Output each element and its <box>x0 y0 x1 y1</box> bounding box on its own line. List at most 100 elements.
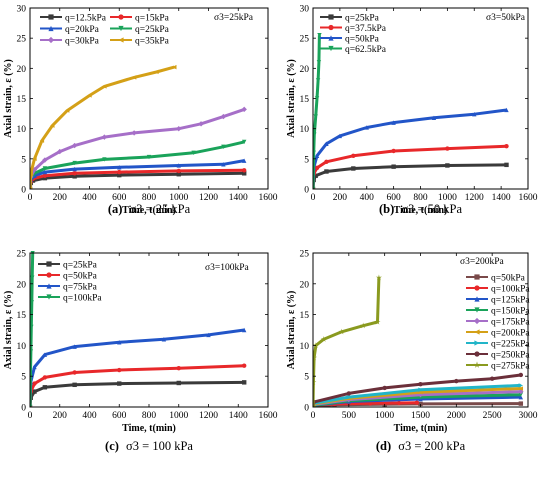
legend-entry: q=25kPa <box>38 261 98 271</box>
data-point <box>71 142 78 149</box>
data-point <box>117 165 122 170</box>
x-tick-label: 1400 <box>229 193 248 203</box>
data-point <box>220 113 227 120</box>
data-point <box>445 163 450 168</box>
legend-marker <box>118 25 124 32</box>
data-point <box>317 32 322 38</box>
legend-label: q=15kPa <box>135 14 170 24</box>
legend-marker <box>474 340 480 346</box>
data-point <box>351 153 356 159</box>
y-tick-label: 20 <box>300 65 310 75</box>
legend-label: q=35kPa <box>135 37 170 47</box>
legend-marker <box>328 45 334 52</box>
y-tick-label: 30 <box>17 5 27 15</box>
data-point <box>31 166 38 173</box>
data-point <box>320 336 327 342</box>
data-point <box>313 403 317 407</box>
data-point <box>418 401 423 407</box>
data-point <box>72 382 77 388</box>
x-axis-label: Time, t(min) <box>122 423 176 434</box>
data-point <box>324 169 329 174</box>
data-point <box>117 172 122 178</box>
panel-a: 0 200 400 600 800 1000 1200 1400 1600 0 5 10 15 20 25 3… <box>3 5 278 217</box>
x-tick-label: 400 <box>82 193 97 203</box>
legend-marker <box>473 361 481 368</box>
legend-marker <box>474 285 480 291</box>
data-point <box>518 372 524 378</box>
legend-label: q=100kPa <box>491 285 530 295</box>
data-point <box>30 275 35 280</box>
legend-label: q=150kPa <box>491 307 530 317</box>
data-point <box>30 186 33 189</box>
data-point <box>518 392 524 397</box>
data-point <box>518 401 524 406</box>
data-point <box>221 144 226 149</box>
legend-entry: q=100kPa <box>466 285 530 295</box>
x-tick-label: 3000 <box>519 411 538 421</box>
legend-marker <box>328 14 334 20</box>
y-tick-label: 10 <box>17 342 27 352</box>
x-axis-label: Time, t(min) <box>394 205 448 216</box>
data-point <box>313 132 317 137</box>
data-point <box>314 96 320 101</box>
legend-marker <box>328 35 334 41</box>
data-point <box>338 328 345 335</box>
x-tick-label: 200 <box>53 193 68 203</box>
panel-d: 0 500 1000 1500 2000 2500 3000 0 5 10 15 20 25 Time, … <box>286 250 538 454</box>
data-point <box>102 157 107 162</box>
panel-caption-text: σ3 = 25 kPa <box>126 202 190 216</box>
x-tick-label: 200 <box>53 411 68 421</box>
data-point <box>351 166 356 171</box>
y-tick-label: 20 <box>17 65 27 75</box>
panel-letter: (d) <box>376 439 391 453</box>
data-point <box>346 394 352 400</box>
sigma3-label: σ3=25kPa <box>214 13 254 23</box>
data-point <box>382 385 387 391</box>
x-tick-label: 1200 <box>465 193 484 203</box>
data-point <box>241 106 247 113</box>
panel-b: 0 200 400 600 800 1000 1200 1400 1600 0 5 10 15 20 25 3… <box>286 5 538 217</box>
legend-entry: q=50kPa <box>466 274 526 284</box>
x-tick-label: 600 <box>112 411 127 421</box>
legend-entry: q=12.5kPa <box>40 14 107 24</box>
legend-entry: q=15kPa <box>110 14 170 24</box>
data-point <box>30 324 34 330</box>
panel-caption: (a) σ3 = 25 kPa <box>108 202 191 216</box>
data-point <box>30 404 33 407</box>
data-point <box>102 84 107 89</box>
data-point <box>72 344 77 349</box>
data-point <box>198 121 204 127</box>
data-point <box>504 107 509 113</box>
legend-entry: q=62.5kPa <box>320 45 387 55</box>
data-point <box>414 400 420 405</box>
data-point <box>454 378 459 384</box>
y-tick-label: 5 <box>21 155 26 165</box>
legend-entry: q=100kPa <box>38 294 102 304</box>
data-point <box>50 123 55 128</box>
y-tick-label: 25 <box>17 35 27 45</box>
legend-marker <box>46 283 52 289</box>
data-point <box>176 125 182 132</box>
legend-label: q=200kPa <box>491 329 530 339</box>
data-point <box>346 391 352 396</box>
legend-label: q=75kPa <box>63 283 98 293</box>
legend-marker <box>46 294 52 300</box>
x-tick-label: 1000 <box>169 193 188 203</box>
series-q=25kPa <box>313 162 509 189</box>
data-point <box>30 300 34 305</box>
legend-entry: q=25kPa <box>110 25 170 35</box>
data-point <box>30 171 33 177</box>
data-point <box>42 352 48 357</box>
legend-label: q=30kPa <box>65 37 100 47</box>
x-axis-label: Time, t(min) <box>122 205 176 216</box>
data-point <box>518 388 524 395</box>
x-tick-label: 1400 <box>229 411 248 421</box>
data-point <box>391 120 396 125</box>
data-point <box>72 160 77 166</box>
y-axis-label: Axial strain, ε (%) <box>3 291 14 370</box>
y-axis-label: Axial strain, ε (%) <box>286 291 297 370</box>
y-tick-label: 15 <box>300 95 310 105</box>
y-tick-label: 15 <box>300 311 310 321</box>
series-q=35kPa <box>30 64 177 189</box>
data-point <box>176 380 181 386</box>
